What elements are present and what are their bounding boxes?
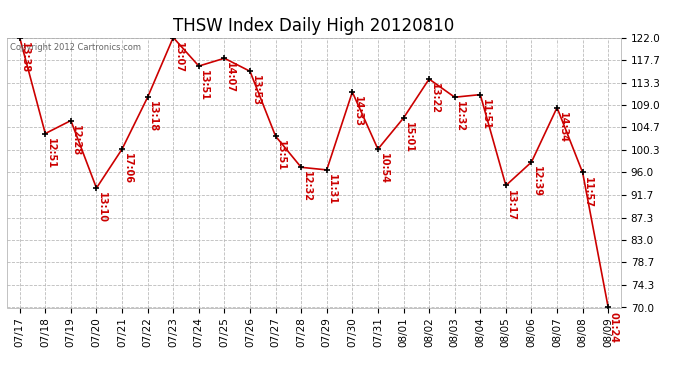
Text: 13:07: 13:07 (174, 42, 184, 73)
Text: 12:51: 12:51 (46, 138, 56, 169)
Text: 11:57: 11:57 (583, 177, 593, 208)
Text: 13:51: 13:51 (199, 70, 209, 101)
Text: 13:38: 13:38 (20, 42, 30, 73)
Text: 14:33: 14:33 (353, 96, 363, 127)
Text: 13:18: 13:18 (148, 101, 158, 132)
Text: 11:51: 11:51 (481, 99, 491, 130)
Text: 15:01: 15:01 (404, 122, 414, 153)
Text: 01:24: 01:24 (609, 312, 619, 343)
Text: Copyright 2012 Cartronics.com: Copyright 2012 Cartronics.com (10, 43, 141, 52)
Text: 14:34: 14:34 (558, 112, 568, 143)
Text: 13:51: 13:51 (276, 140, 286, 171)
Text: 13:53: 13:53 (250, 75, 261, 106)
Text: 10:54: 10:54 (379, 153, 388, 184)
Text: 13:17: 13:17 (506, 190, 516, 220)
Text: 12:32: 12:32 (302, 171, 312, 202)
Text: 17:06: 17:06 (123, 153, 132, 184)
Text: 12:28: 12:28 (72, 125, 81, 156)
Text: 13:22: 13:22 (430, 83, 440, 114)
Text: 12:39: 12:39 (532, 166, 542, 197)
Text: 11:31: 11:31 (327, 174, 337, 205)
Text: 14:07: 14:07 (225, 62, 235, 93)
Text: 12:32: 12:32 (455, 101, 465, 132)
Title: THSW Index Daily High 20120810: THSW Index Daily High 20120810 (173, 16, 455, 34)
Text: 13:10: 13:10 (97, 192, 107, 223)
